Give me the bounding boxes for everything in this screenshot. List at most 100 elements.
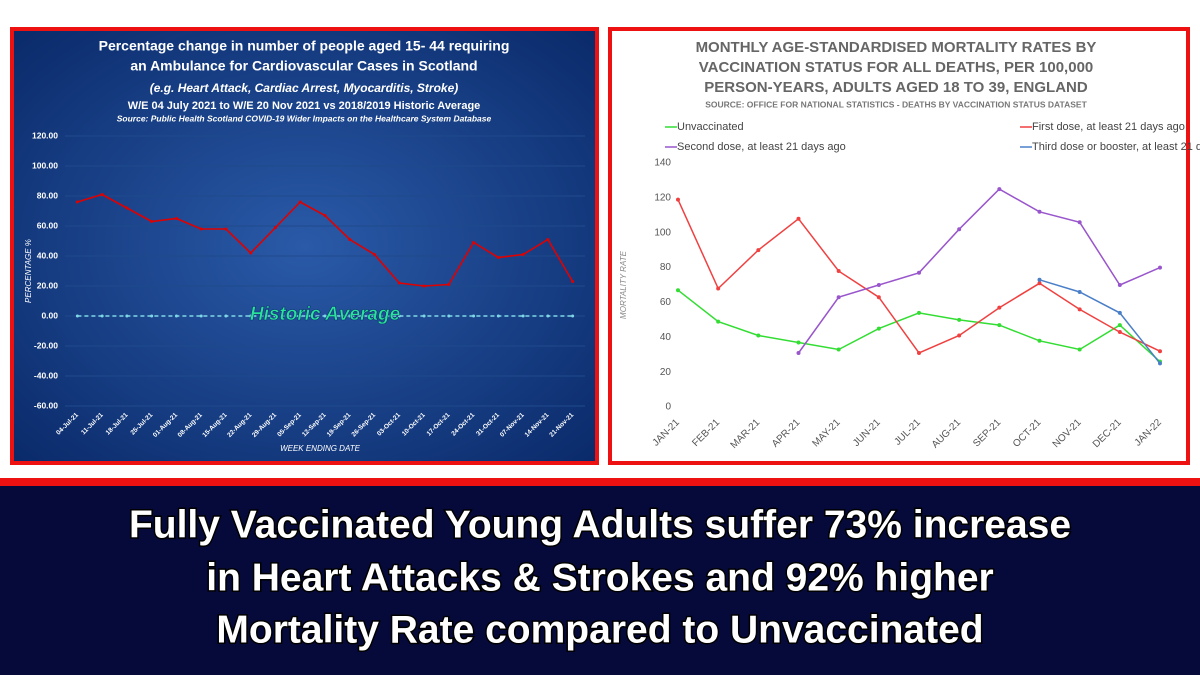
divider: [0, 478, 1200, 486]
point: [876, 326, 881, 331]
y-tick-label: 20: [660, 367, 672, 378]
point: [1077, 220, 1082, 225]
point: [521, 253, 525, 256]
point: [249, 314, 253, 318]
y-tick-label: 40: [660, 332, 672, 343]
y-tick-label: 60.00: [37, 220, 59, 230]
point: [756, 333, 761, 338]
point: [796, 350, 801, 355]
point: [836, 269, 841, 274]
point: [1117, 330, 1122, 335]
point: [447, 283, 451, 286]
point: [273, 314, 277, 318]
point: [174, 217, 178, 220]
series-line: [1039, 279, 1161, 364]
point: [348, 314, 352, 318]
point: [199, 314, 203, 318]
point: [571, 280, 575, 283]
date-range: W/E 04 July 2021 to W/E 20 Nov 2021 vs 2…: [128, 100, 481, 112]
point: [836, 295, 841, 300]
point: [997, 187, 1002, 192]
x-axis-label: WEEK ENDING DATE: [280, 444, 361, 453]
point: [125, 314, 129, 318]
y-tick-label: -60.00: [34, 400, 58, 410]
point: [1158, 349, 1162, 354]
point: [876, 295, 881, 300]
headline-band: [0, 486, 1200, 675]
point: [496, 256, 500, 259]
headline: in Heart Attacks & Strokes and 92% highe…: [206, 556, 993, 599]
point: [1117, 310, 1122, 315]
point: [1117, 323, 1122, 328]
point: [447, 314, 451, 318]
point: [298, 200, 302, 204]
point: [100, 193, 104, 196]
chart-title: an Ambulance for Cardiovascular Cases in…: [130, 58, 477, 74]
y-tick-label: -20.00: [34, 340, 58, 350]
point: [472, 314, 476, 318]
point: [224, 227, 228, 231]
point: [373, 253, 377, 256]
point: [1158, 361, 1162, 366]
panel-right: [608, 27, 1190, 465]
point: [472, 241, 476, 244]
point: [796, 216, 801, 221]
point: [917, 350, 921, 355]
y-tick-label: 80.00: [37, 190, 59, 200]
point: [422, 314, 426, 318]
y-axis-label: PERCENTAGE %: [24, 239, 33, 303]
point: [917, 310, 921, 315]
point: [1037, 281, 1042, 286]
y-tick-label: 20.00: [37, 280, 59, 290]
point: [957, 227, 962, 232]
y-tick-label: 40.00: [37, 250, 59, 260]
legend-label: Unvaccinated: [677, 121, 744, 133]
point: [997, 305, 1002, 310]
point: [199, 227, 203, 231]
point: [676, 288, 680, 293]
y-tick-label: 140: [654, 158, 671, 169]
chart-title: VACCINATION STATUS FOR ALL DEATHS, PER 1…: [699, 59, 1094, 76]
legend-label: Second dose, at least 21 days ago: [677, 141, 846, 153]
point: [957, 333, 962, 338]
point: [571, 314, 575, 318]
point: [1077, 347, 1082, 352]
point: [1037, 209, 1042, 214]
point: [1037, 277, 1042, 282]
point: [997, 323, 1002, 328]
point: [917, 270, 921, 275]
point: [174, 314, 178, 318]
point: [756, 248, 761, 253]
point: [1077, 307, 1082, 312]
series-line: [797, 188, 1161, 354]
point: [75, 314, 79, 318]
point: [150, 314, 154, 318]
point: [546, 314, 550, 318]
y-tick-label: 60: [660, 297, 672, 308]
annotation: Historic Average: [250, 304, 401, 325]
point: [273, 226, 277, 229]
headline: Fully Vaccinated Young Adults suffer 73%…: [129, 503, 1071, 546]
point: [957, 317, 962, 322]
point: [323, 214, 327, 217]
y-tick-label: 120.00: [32, 130, 58, 140]
point: [323, 314, 327, 318]
point: [348, 238, 352, 241]
panel-left: [10, 27, 599, 465]
point: [249, 251, 253, 255]
point: [796, 340, 801, 345]
point: [1077, 289, 1082, 294]
y-tick-label: 80: [660, 262, 672, 273]
y-tick-label: 100: [654, 227, 671, 238]
chart-subtitle: (e.g. Heart Attack, Cardiac Arrest, Myoc…: [150, 81, 459, 95]
legend-label: Third dose or booster, at least 21 days …: [1032, 141, 1200, 153]
point: [546, 238, 550, 241]
point: [1037, 338, 1042, 343]
y-tick-label: 100.00: [32, 160, 58, 170]
point: [100, 314, 104, 318]
point: [397, 314, 401, 318]
point: [876, 283, 881, 287]
point: [521, 314, 525, 318]
point: [1117, 283, 1122, 287]
